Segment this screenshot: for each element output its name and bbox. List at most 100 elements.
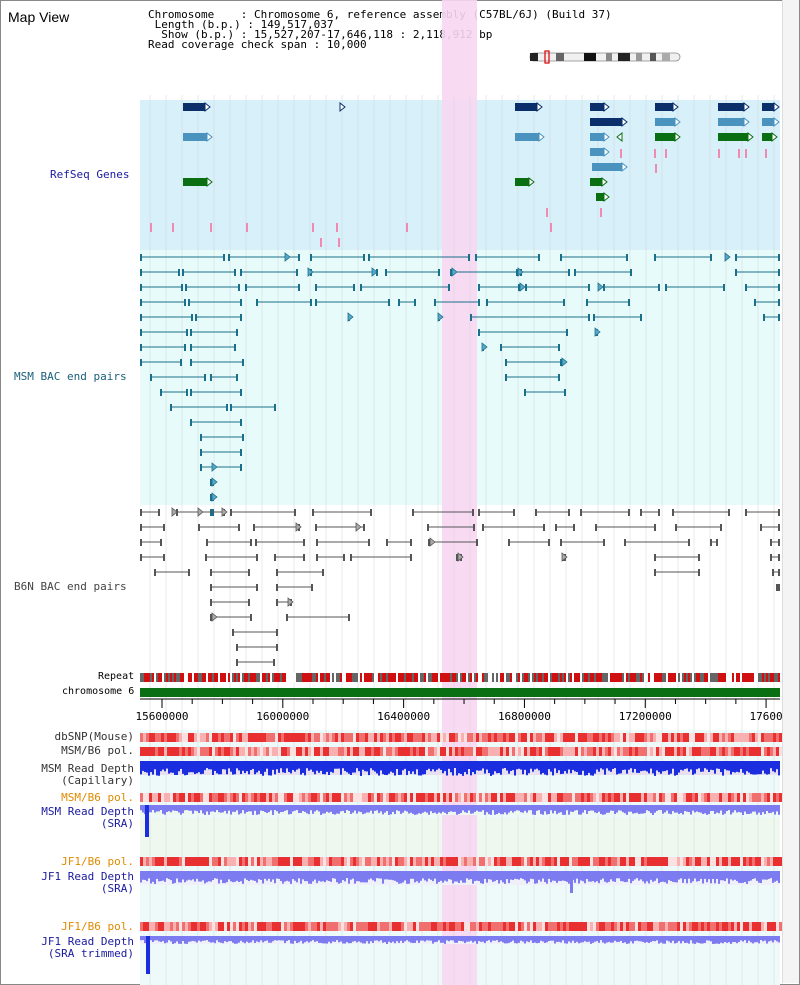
msm-pol-cell bbox=[506, 747, 509, 756]
msm-pol-cell bbox=[140, 747, 143, 756]
msm-sra-depth-bar bbox=[368, 805, 370, 813]
dbsnp-cell bbox=[515, 733, 518, 742]
msm-pair-end bbox=[150, 374, 152, 381]
dbsnp-cell bbox=[344, 733, 347, 742]
jf1-sra-depth-bar bbox=[372, 871, 374, 881]
jf1-pol2-cell bbox=[668, 922, 671, 931]
dbsnp-cell bbox=[212, 733, 215, 742]
msm-bac-label[interactable]: MSM BAC end pairs bbox=[14, 370, 127, 383]
msm-pol2-cell bbox=[647, 793, 650, 802]
msm-sra-depth-bar bbox=[766, 805, 768, 811]
msm-sra-depth-bar bbox=[280, 805, 282, 813]
repeat-cell bbox=[370, 673, 372, 682]
jf1-trim-depth-bar bbox=[616, 936, 618, 942]
msm-pol2-cell bbox=[620, 793, 623, 802]
msm-sra-depth-bar bbox=[412, 805, 414, 814]
dbsnp-cell bbox=[662, 733, 665, 742]
msm-pair-end bbox=[190, 389, 192, 396]
msm-pol-cell bbox=[161, 747, 164, 756]
msm-sra-depth-bar bbox=[720, 805, 722, 811]
msm-sra-depth-bar bbox=[514, 805, 516, 812]
msm-cap-depth-bar bbox=[714, 761, 716, 774]
repeat-cell bbox=[772, 673, 774, 682]
dbsnp-cell bbox=[719, 733, 722, 742]
jf1-sra-depth-bar bbox=[692, 871, 694, 882]
jf1-trim-depth-bar bbox=[420, 936, 422, 941]
jf1-pol2-cell bbox=[770, 922, 773, 931]
msm-sra-depth-bar bbox=[590, 805, 592, 811]
repeat-cell bbox=[290, 673, 292, 682]
repeat-cell bbox=[152, 673, 154, 682]
msm-pair-end bbox=[242, 359, 244, 366]
jf1-trim-depth-bar bbox=[264, 936, 266, 942]
msm-cap-depth-bar bbox=[738, 761, 740, 773]
jf1-sra-depth-bar bbox=[428, 871, 430, 879]
jf1-sra-depth-bar bbox=[464, 871, 466, 883]
b6n-arrow bbox=[295, 522, 302, 532]
jf1-sra-depth-bar bbox=[536, 871, 538, 884]
msm-pol2-cell bbox=[380, 793, 383, 802]
repeat-cell bbox=[742, 673, 744, 682]
jf1-trim-depth-bar bbox=[432, 936, 434, 944]
msm-pol-cell bbox=[182, 747, 185, 756]
msm-sra-depth-bar bbox=[288, 805, 290, 815]
jf1-pol-cell bbox=[182, 857, 185, 866]
jf1-pol2-cell bbox=[218, 922, 221, 931]
jf1-trim-depth-bar bbox=[452, 936, 454, 941]
msm-pol2-cell bbox=[761, 793, 764, 802]
msm-sra-depth-bar bbox=[260, 805, 262, 811]
msm-sra-depth-bar bbox=[708, 805, 710, 815]
msm-sra-depth-bar bbox=[768, 805, 770, 814]
msm-sra-depth-bar bbox=[524, 805, 526, 811]
repeat-cell bbox=[700, 673, 702, 682]
msm-cap-depth-bar bbox=[204, 761, 206, 771]
msm-cap-depth-bar bbox=[178, 761, 180, 772]
dbsnp-cell bbox=[611, 733, 614, 742]
msm-sra-depth-bar bbox=[582, 805, 584, 813]
msm-pair-end bbox=[140, 359, 142, 366]
jf1-pol2-cell bbox=[245, 922, 248, 931]
jf1-sra-depth-bar bbox=[646, 871, 648, 882]
repeat-cell bbox=[210, 673, 212, 682]
msm-sra-depth-bar bbox=[352, 805, 354, 813]
b6n-bac-label[interactable]: B6N BAC end pairs bbox=[14, 580, 127, 593]
msm-sra-depth-bar bbox=[462, 805, 464, 811]
msm-pol2-cell bbox=[587, 793, 590, 802]
jf1-trim-depth-bar bbox=[494, 936, 496, 941]
dbsnp-cell bbox=[461, 733, 464, 742]
repeat-cell bbox=[244, 673, 246, 682]
jf1-pol2-cell bbox=[209, 922, 212, 931]
msm-pair-end bbox=[658, 284, 660, 291]
jf1-trim-depth-bar bbox=[746, 936, 748, 943]
jf1-trim-depth-bar bbox=[182, 936, 184, 941]
msm-sra-depth-bar bbox=[654, 805, 656, 813]
msm-pol-cell bbox=[386, 747, 389, 756]
refseq-label[interactable]: RefSeq Genes bbox=[50, 168, 130, 181]
jf1-sra-depth-bar bbox=[582, 871, 584, 882]
repeat-cell bbox=[444, 673, 446, 682]
msm-pol-cell bbox=[422, 747, 425, 756]
msm-cap-depth-bar bbox=[582, 761, 584, 771]
repeat-cell bbox=[206, 673, 208, 682]
msm-cap-depth-bar bbox=[470, 761, 472, 776]
jf1-sra-depth-bar bbox=[326, 871, 328, 881]
msm-cap-depth-bar bbox=[356, 761, 358, 769]
vertical-scrollbar[interactable] bbox=[782, 0, 799, 983]
dbsnp-cell bbox=[155, 733, 158, 742]
dbsnp-cell bbox=[191, 733, 194, 742]
msm-cap-depth-bar bbox=[214, 761, 216, 771]
jf1-pol-cell bbox=[749, 857, 752, 866]
jf1-sra-depth-bar bbox=[350, 871, 352, 880]
repeat-cell bbox=[176, 673, 178, 682]
jf1-pol-cell bbox=[455, 857, 458, 866]
msm-sra-depth-bar bbox=[496, 805, 498, 815]
dbsnp-cell bbox=[602, 733, 605, 742]
jf1-pol-cell bbox=[578, 857, 581, 866]
repeat-cell bbox=[320, 673, 322, 682]
dbsnp-cell bbox=[752, 733, 755, 742]
jf1-trim-depth-bar bbox=[756, 936, 758, 943]
jf1-pol2-cell bbox=[590, 922, 593, 931]
msm-sra-depth-bar bbox=[586, 805, 588, 814]
jf1-pol2-cell bbox=[521, 922, 524, 931]
msm-pol-cell bbox=[632, 747, 635, 756]
